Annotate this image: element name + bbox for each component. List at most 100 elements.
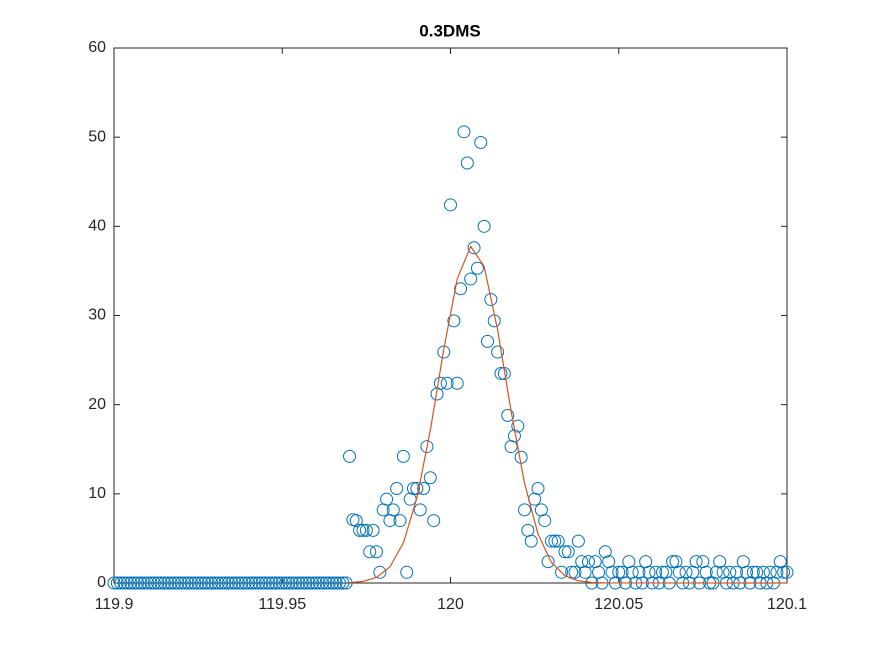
scatter-point — [568, 565, 582, 579]
scatter-point — [134, 576, 148, 590]
scatter-point — [232, 576, 246, 590]
scatter-point — [235, 576, 249, 590]
scatter-point — [363, 545, 377, 559]
x-tick-label: 119.9 — [95, 596, 134, 613]
scatter-point — [427, 514, 441, 528]
scatter-point — [248, 576, 262, 590]
scatter-point — [454, 282, 468, 296]
scatter-point — [332, 576, 346, 590]
scatter-point — [524, 534, 538, 548]
scatter-point — [147, 576, 161, 590]
scatter-point — [349, 514, 363, 528]
scatter-point — [215, 576, 229, 590]
scatter-point — [258, 576, 272, 590]
scatter-point — [194, 576, 208, 590]
scatter-point — [252, 576, 266, 590]
scatter-point — [316, 576, 330, 590]
scatter-point — [299, 576, 313, 590]
scatter-point — [120, 576, 134, 590]
scatter-point — [228, 576, 242, 590]
scatter-point — [581, 555, 595, 569]
scatter-point — [423, 471, 437, 485]
scatter-point — [289, 576, 303, 590]
scatter-point — [555, 565, 569, 579]
scatter-point — [319, 576, 333, 590]
scatter-point — [380, 492, 394, 506]
scatter-point — [343, 449, 357, 463]
scatter-point — [201, 576, 215, 590]
scatter-point — [161, 576, 175, 590]
scatter-point — [494, 366, 508, 380]
scatter-point — [302, 576, 316, 590]
fit-line — [349, 245, 788, 584]
scatter-point — [433, 376, 447, 390]
scatter-point — [544, 534, 558, 548]
scatter-point — [356, 523, 370, 537]
x-tick-label: 120.05 — [594, 596, 643, 613]
scatter-point — [218, 576, 232, 590]
scatter-point — [491, 345, 505, 359]
scatter-point — [538, 514, 552, 528]
scatter-point — [413, 503, 427, 517]
scatter-point — [269, 576, 283, 590]
scatter-point — [369, 545, 383, 559]
scatter-point — [131, 576, 145, 590]
y-tick-label: 50 — [88, 128, 106, 145]
scatter-point — [151, 576, 165, 590]
scatter-point — [467, 241, 481, 255]
scatter-point — [191, 576, 205, 590]
scatter-point — [450, 376, 464, 390]
scatter-point — [279, 576, 293, 590]
scatter-point — [666, 555, 680, 569]
scatter-point — [396, 449, 410, 463]
scatter-point — [470, 261, 484, 275]
scatter-point — [447, 314, 461, 328]
scatter-point — [262, 576, 276, 590]
scatter-point — [548, 534, 562, 548]
scatter-point — [211, 576, 225, 590]
y-tick-label: 40 — [88, 218, 106, 235]
scatter-point — [460, 156, 474, 170]
scatter-point — [154, 576, 168, 590]
y-tick-label: 10 — [88, 485, 106, 502]
scatter-point — [178, 576, 192, 590]
scatter-point — [444, 198, 457, 212]
scatter-point — [238, 576, 252, 590]
scatter-point — [242, 576, 256, 590]
scatter-point — [188, 576, 202, 590]
scatter-point — [306, 576, 320, 590]
scatter-point — [275, 576, 289, 590]
scatter-point — [390, 481, 404, 495]
scatter-point — [440, 376, 454, 390]
scatter-point — [551, 534, 565, 548]
scatter-point — [400, 565, 414, 579]
scatter-point — [612, 565, 626, 579]
scatter-point — [141, 576, 155, 590]
scatter-point — [117, 576, 131, 590]
scatter-point — [312, 576, 326, 590]
scatter-point — [326, 576, 340, 590]
scatter-point — [689, 555, 703, 569]
scatter-point — [511, 419, 525, 433]
scatter-point — [329, 576, 343, 590]
scatter-point — [282, 576, 296, 590]
scatter-point — [272, 576, 286, 590]
scatter-point — [437, 345, 451, 359]
y-tick-label: 0 — [97, 574, 106, 591]
scatter-point — [168, 576, 182, 590]
scatter-point — [655, 565, 669, 579]
scatter-point — [225, 576, 239, 590]
scatter-point — [164, 576, 178, 590]
scatter-point — [746, 565, 760, 579]
scatter-point — [464, 272, 478, 286]
scatter-point — [137, 576, 151, 590]
scatter-point — [359, 523, 373, 537]
scatter-point — [292, 576, 306, 590]
scatter-point — [245, 576, 259, 590]
scatter-point — [477, 219, 491, 233]
scatter-point — [205, 576, 219, 590]
scatter-point — [598, 545, 612, 559]
scatter-point — [558, 545, 572, 559]
scatter-point — [777, 565, 791, 579]
scatter-point — [114, 576, 128, 590]
